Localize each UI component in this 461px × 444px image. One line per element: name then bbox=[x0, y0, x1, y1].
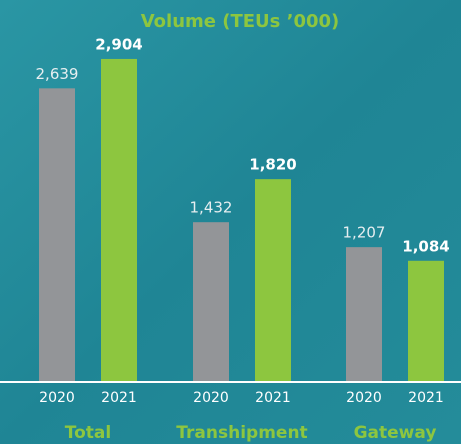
bar-year-label: 2021 bbox=[255, 390, 291, 406]
group-label: Gateway bbox=[354, 423, 437, 443]
bar-year-label: 2020 bbox=[193, 390, 229, 406]
bar bbox=[101, 58, 137, 381]
bar bbox=[255, 179, 291, 381]
value-label: 1,207 bbox=[343, 224, 386, 242]
bar-year-label: 2021 bbox=[408, 390, 444, 406]
value-label: 2,904 bbox=[95, 35, 142, 53]
group-label: Total bbox=[65, 423, 111, 443]
value-label: 1,820 bbox=[249, 156, 296, 174]
value-label: 1,432 bbox=[190, 199, 233, 217]
bar-year-label: 2020 bbox=[346, 390, 382, 406]
bar-year-label: 2021 bbox=[101, 390, 137, 406]
group-label: Transhipment bbox=[176, 423, 307, 443]
value-label: 1,084 bbox=[402, 237, 449, 255]
value-label: 2,639 bbox=[36, 65, 79, 83]
bar bbox=[39, 88, 75, 381]
bar bbox=[193, 222, 229, 381]
bar bbox=[408, 260, 444, 381]
bar bbox=[346, 247, 382, 381]
chart-title: Volume (TEUs ’000) bbox=[141, 11, 340, 32]
bar-year-label: 2020 bbox=[39, 390, 75, 406]
